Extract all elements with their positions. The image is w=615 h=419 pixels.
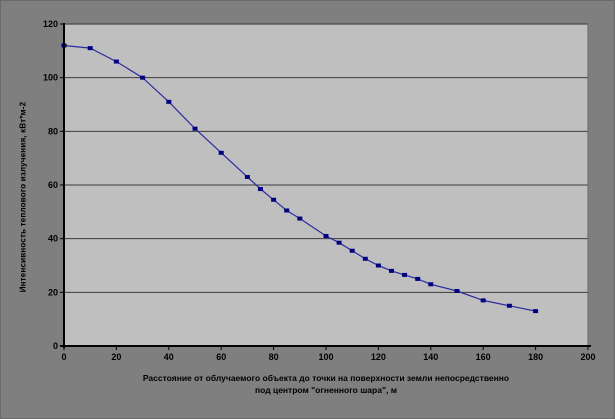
data-point-marker [258,187,263,192]
x-tick-label: 120 [371,352,386,362]
data-point-marker [533,309,539,314]
data-point-marker [244,174,250,179]
data-point-marker [389,268,394,273]
x-tick-label: 20 [111,352,121,362]
x-axis-title: Расстояние от облучаемого объекта до точ… [64,372,588,396]
x-tick-label: 60 [216,352,226,362]
x-tick-label: 180 [528,352,543,362]
x-tick-label: 200 [580,352,595,362]
data-point-marker [349,248,355,253]
data-point-marker [336,240,342,245]
data-point-marker [297,216,303,221]
y-tick-label: 40 [48,234,58,244]
y-tick-label: 100 [43,73,58,83]
data-point-marker [375,263,381,268]
x-tick-label: 140 [423,352,438,362]
data-point-marker [140,75,146,80]
x-tick-label: 100 [318,352,333,362]
data-point-marker [362,256,368,261]
data-point-marker [323,233,329,238]
data-point-marker [271,197,277,202]
x-tick-label: 40 [164,352,174,362]
data-point-marker [166,99,172,104]
data-point-marker [402,272,408,277]
x-axis-title-line1: Расстояние от облучаемого объекта до точ… [142,373,510,383]
y-tick-label: 80 [48,126,58,136]
data-point-marker [454,288,460,293]
data-point-marker [480,298,486,303]
x-tick-label: 0 [61,352,66,362]
data-point-marker [428,282,434,287]
data-point-marker [415,276,421,281]
data-point-marker [284,208,290,213]
data-point-marker [113,59,119,64]
data-point-marker [87,46,93,51]
data-point-marker [506,303,512,308]
y-tick-label: 120 [43,19,58,29]
x-axis-title-line2: под центром "огненного шара", м [255,385,397,395]
y-tick-label: 20 [48,287,58,297]
y-tick-label: 60 [48,180,58,190]
x-tick-label: 80 [269,352,279,362]
data-point-marker [218,150,224,155]
data-point-marker [192,126,198,131]
y-tick-label: 0 [53,341,58,351]
x-tick-label: 160 [476,352,491,362]
